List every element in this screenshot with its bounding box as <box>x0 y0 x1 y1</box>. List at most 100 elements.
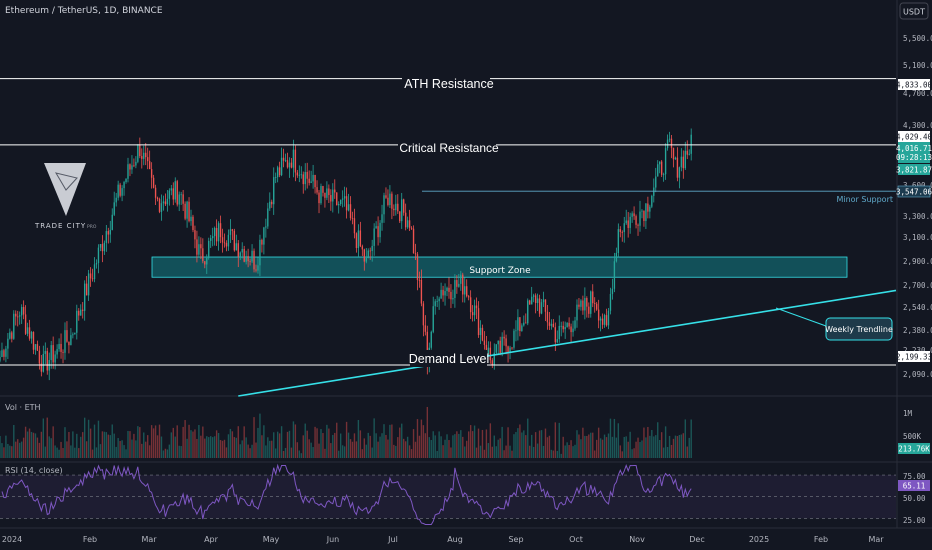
volume-bar <box>497 439 499 458</box>
volume-bar <box>247 444 249 458</box>
candle-body <box>145 152 147 158</box>
candle-body <box>564 327 566 330</box>
critical-price-tag <box>898 131 930 142</box>
volume-bar <box>310 442 312 458</box>
price-tick: 5,100.00 <box>903 61 932 70</box>
volume-bar <box>237 426 239 458</box>
candle-body <box>339 199 342 204</box>
candle-body <box>139 144 141 157</box>
volume-bar <box>597 427 600 458</box>
candle-body <box>456 280 458 287</box>
candle-body <box>556 339 558 343</box>
volume-bar <box>54 445 56 458</box>
candle-body <box>257 265 259 271</box>
candle-body <box>174 181 176 200</box>
volume-bar <box>129 431 131 458</box>
volume-bar <box>192 431 194 458</box>
currency-button[interactable] <box>899 2 929 20</box>
volume-bar <box>473 425 476 458</box>
countdown-text: 09:28:13 <box>896 153 932 162</box>
prev-close-text: 3,821.87 <box>896 166 932 175</box>
price-axis[interactable]: 5,500.00 5,100.00 4,700.00 4,300.00 3,60… <box>896 34 932 379</box>
volume-bar <box>162 450 165 458</box>
rsi-layer <box>0 463 896 525</box>
volume-bar <box>572 446 574 458</box>
volume-bar <box>152 428 155 458</box>
candle-body <box>107 231 109 235</box>
volume-bar <box>111 424 113 458</box>
volume-bar <box>379 436 381 458</box>
candle-body <box>32 331 35 350</box>
price-tick: 4,300.00 <box>903 121 932 130</box>
candle-body <box>290 162 293 168</box>
volume-bar <box>147 435 149 458</box>
volume-bar <box>670 444 673 458</box>
demand-price-text: 2,199.33 <box>896 353 932 362</box>
volume-bar <box>406 436 409 458</box>
volume-bar <box>414 441 417 458</box>
volume-bar <box>83 417 86 458</box>
candle-body <box>267 208 269 227</box>
candle-body <box>361 246 364 250</box>
volume-bar <box>347 432 350 458</box>
volume-bar <box>141 443 143 458</box>
candle-body <box>273 177 275 205</box>
volume-bar <box>3 447 5 458</box>
volume-bar <box>621 451 623 458</box>
candle-body <box>529 300 531 305</box>
volume-bar <box>404 441 407 458</box>
volume-bar <box>107 434 109 458</box>
trendline-callout[interactable] <box>825 317 893 341</box>
volume-bar <box>365 444 367 458</box>
volume-bar <box>369 435 371 458</box>
volume-bar <box>338 450 340 458</box>
candle-body <box>442 289 444 296</box>
candle-body <box>11 332 13 339</box>
volume-bar <box>619 445 621 458</box>
candle-body <box>554 327 557 343</box>
volume-bar <box>70 445 72 458</box>
volume-bar <box>353 433 356 458</box>
volume-bar <box>26 431 29 458</box>
time-label: Apr <box>204 535 219 544</box>
volume-bar <box>284 447 287 458</box>
candle-body <box>617 229 620 253</box>
symbol-title[interactable]: Ethereum / TetherUS, 1D, BINANCE <box>5 6 163 16</box>
candle-body <box>641 210 643 212</box>
time-label: Feb <box>814 535 828 544</box>
volume-bar <box>158 424 161 458</box>
volume-bar <box>15 441 17 458</box>
candle-body <box>495 344 497 353</box>
candle-body <box>489 347 492 361</box>
volume-bar <box>594 450 596 458</box>
logo-suffix: PRO <box>87 224 97 230</box>
volume-bar <box>434 435 436 458</box>
volume-bar <box>588 434 590 458</box>
volume-bar <box>208 437 210 458</box>
candle-body <box>38 350 41 364</box>
candle-body <box>473 305 476 316</box>
candle-body <box>511 347 513 349</box>
volume-bar <box>511 450 513 458</box>
volume-bar <box>653 436 655 458</box>
volume-bar <box>450 447 452 458</box>
candle-body <box>570 326 572 333</box>
volume-bar <box>660 432 663 458</box>
volume-bar <box>89 428 92 458</box>
candle-body <box>664 148 667 175</box>
time-axis[interactable]: 2024 Feb Mar Apr May Jun Jul Aug Sep Oct… <box>2 535 884 544</box>
candle-body <box>336 192 338 206</box>
candle-body <box>133 165 135 167</box>
volume-bar <box>436 450 438 458</box>
candle-body <box>688 153 690 155</box>
candle-body <box>635 216 637 225</box>
volume-bar <box>532 446 535 458</box>
candle-body <box>180 194 182 196</box>
volume-bar <box>552 450 555 458</box>
volume-bar <box>448 440 450 458</box>
volume-bar <box>611 436 614 458</box>
volume-bar <box>444 439 446 458</box>
candle-body <box>20 307 23 316</box>
volume-bar <box>326 424 328 458</box>
